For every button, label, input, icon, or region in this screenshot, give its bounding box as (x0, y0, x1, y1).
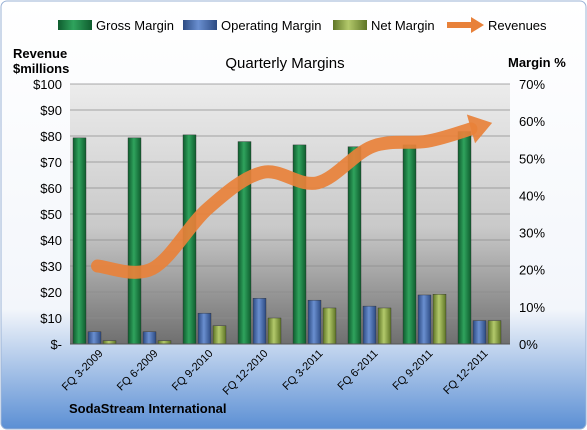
bar-operating-margin-fq-9-2010 (197, 312, 212, 345)
left-tick-label: $10 (40, 311, 62, 326)
revenues-arrowhead (466, 114, 493, 144)
bar-operating-margin-fq-9-2011 (417, 294, 432, 345)
chart-title: Quarterly Margins (225, 55, 344, 72)
bar-gross-margin-fq-12-2011 (457, 131, 472, 345)
left-tick-label: $- (50, 337, 62, 352)
bar-operating-margin-fq-3-2009 (87, 331, 102, 345)
bar-net-margin-fq-9-2010 (212, 325, 227, 345)
left-axis-title-line2: $millions (13, 61, 69, 76)
bar-operating-margin-fq-6-2009 (142, 331, 157, 345)
left-tick-label: $50 (40, 207, 62, 222)
right-axis-title: Margin % (508, 55, 566, 70)
right-tick-label: 70% (519, 77, 545, 92)
right-tick-label: 20% (519, 263, 545, 278)
bar-gross-margin-fq-9-2011 (402, 144, 417, 345)
right-tick-label: 30% (519, 226, 545, 241)
left-tick-label: $70 (40, 155, 62, 170)
bar-operating-margin-fq-12-2010 (252, 298, 267, 345)
company-label: SodaStream International (69, 401, 226, 416)
legend-arrowhead-revenues (471, 17, 484, 33)
bar-operating-margin-fq-6-2011 (362, 305, 377, 345)
right-tick-label: 60% (519, 114, 545, 129)
bar-net-margin-fq-12-2010 (267, 317, 282, 345)
bar-net-margin-fq-12-2011 (487, 320, 502, 345)
left-tick-label: $80 (40, 129, 62, 144)
legend-label-gross-margin: Gross Margin (96, 18, 174, 33)
revenue-line (91, 114, 493, 279)
left-tick-label: $100 (33, 77, 62, 92)
bar-net-margin-fq-9-2011 (432, 294, 447, 345)
legend-label-operating-margin: Operating Margin (221, 18, 321, 33)
bar-operating-margin-fq-12-2011 (472, 320, 487, 345)
legend-label-net-margin: Net Margin (371, 18, 435, 33)
legend-swatch-gross-margin (58, 20, 92, 30)
bar-net-margin-fq-6-2009 (157, 340, 172, 345)
legend-swatch-net-margin (333, 20, 367, 30)
legend: Gross Margin Operating Margin Net Margin… (58, 17, 547, 33)
legend-label-revenues: Revenues (488, 18, 547, 33)
left-tick-label: $90 (40, 103, 62, 118)
bar-net-margin-fq-3-2009 (102, 340, 117, 345)
bar-gross-margin-fq-6-2011 (347, 146, 362, 345)
revenues-series-line (91, 122, 478, 279)
gridlines (70, 83, 510, 345)
left-tick-label: $30 (40, 259, 62, 274)
right-tick-label: 0% (519, 337, 538, 352)
legend-swatch-operating-margin (183, 20, 217, 30)
bar-gross-margin-fq-3-2009 (72, 137, 87, 345)
left-axis-title-line1: Revenue (13, 46, 67, 61)
bar-gross-margin-fq-6-2009 (127, 137, 142, 345)
bar-operating-margin-fq-3-2011 (307, 299, 322, 345)
right-tick-label: 50% (519, 151, 545, 166)
left-tick-label: $60 (40, 181, 62, 196)
left-tick-label: $20 (40, 285, 62, 300)
bar-net-margin-fq-6-2011 (377, 307, 392, 345)
left-tick-label: $40 (40, 233, 62, 248)
right-tick-label: 40% (519, 188, 545, 203)
right-tick-label: 10% (519, 300, 545, 315)
bar-net-margin-fq-3-2011 (322, 307, 337, 345)
